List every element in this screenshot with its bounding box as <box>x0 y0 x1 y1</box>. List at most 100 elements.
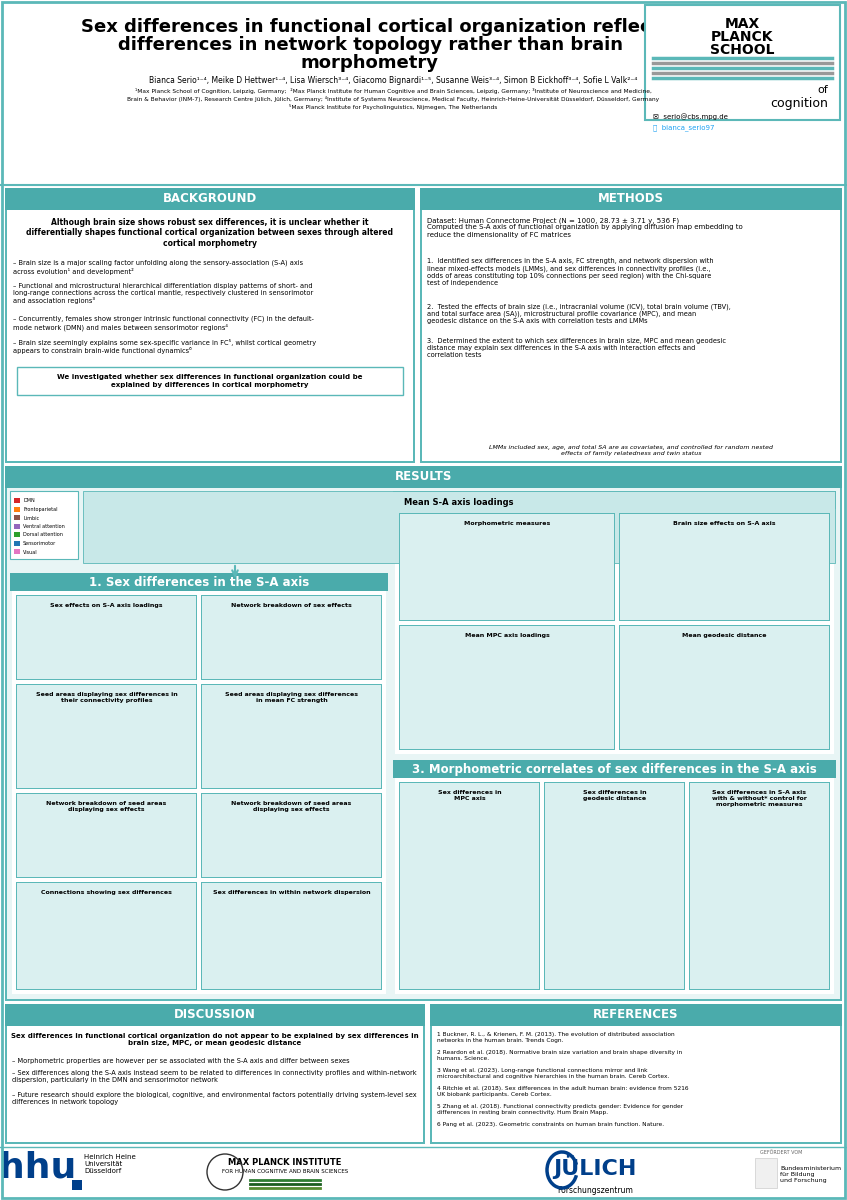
Bar <box>395 778 834 994</box>
Text: Bundesministerium
für Bildung
und Forschung: Bundesministerium für Bildung und Forsch… <box>780 1166 841 1183</box>
Bar <box>16 595 197 680</box>
Text: Mean S-A axis loadings: Mean S-A axis loadings <box>404 498 514 506</box>
Text: ¹Max Planck School of Cognition, Leipzig, Germany;  ²Max Planck Institute for Hu: ¹Max Planck School of Cognition, Leipzig… <box>135 88 652 94</box>
Text: Visual: Visual <box>23 550 37 554</box>
Bar <box>17 883 196 989</box>
Text: Sex differences in S-A axis
with & without* control for
morphometric measures: Sex differences in S-A axis with & witho… <box>712 790 807 806</box>
Text: ✉  serio@cbs.mpg.de: ✉ serio@cbs.mpg.de <box>653 113 728 120</box>
Text: Sex effects on S-A axis loadings: Sex effects on S-A axis loadings <box>50 602 163 608</box>
Bar <box>619 625 830 750</box>
Bar <box>10 491 78 559</box>
Bar <box>393 491 836 509</box>
Bar <box>430 1004 842 1144</box>
Bar <box>17 596 196 679</box>
Bar <box>202 596 381 679</box>
Bar <box>16 684 197 790</box>
Text: MAX PLANCK INSTITUTE: MAX PLANCK INSTITUTE <box>229 1158 341 1166</box>
Text: GEFÖRDERT VOM: GEFÖRDERT VOM <box>760 1150 802 1154</box>
Bar <box>755 1158 777 1188</box>
Text: Sex differences in
MPC axis: Sex differences in MPC axis <box>438 790 501 800</box>
Bar <box>201 595 382 680</box>
Text: JÜLICH: JÜLICH <box>553 1154 637 1178</box>
Bar <box>202 685 381 788</box>
Text: METHODS: METHODS <box>598 192 664 205</box>
Text: PLANCK: PLANCK <box>711 30 774 44</box>
Bar <box>619 514 830 622</box>
Bar <box>395 509 834 754</box>
Text: Mean geodesic distance: Mean geodesic distance <box>682 634 767 638</box>
Bar <box>14 523 20 528</box>
Bar <box>399 782 540 990</box>
Text: Network breakdown of seed areas
displaying sex effects: Network breakdown of seed areas displayi… <box>47 802 167 811</box>
Text: 6 Pang et al. (2023). Geometric constraints on human brain function. Nature.: 6 Pang et al. (2023). Geometric constrai… <box>437 1122 664 1127</box>
Bar <box>7 488 840 998</box>
Text: Heinrich Heine
Universität
Düsseldorf: Heinrich Heine Universität Düsseldorf <box>84 1154 136 1174</box>
Bar <box>202 883 381 989</box>
Bar <box>83 491 835 563</box>
Text: ⁵Max Planck Institute for Psycholinguistics, Nijmegen, The Netherlands: ⁵Max Planck Institute for Psycholinguist… <box>290 104 498 110</box>
Bar <box>17 367 403 395</box>
Bar <box>690 782 829 989</box>
Bar <box>420 188 842 463</box>
Bar <box>545 782 684 989</box>
Text: – Sex differences along the S-A axis instead seem to be related to differences i: – Sex differences along the S-A axis ins… <box>12 1070 417 1082</box>
Text: Brain & Behavior (INM-7), Research Centre Jülich, Jülich, Germany; ⁴Institute of: Brain & Behavior (INM-7), Research Centr… <box>127 96 660 102</box>
Bar <box>645 5 840 120</box>
Text: Dorsal attention: Dorsal attention <box>23 533 63 538</box>
Text: – Future research should explore the biological, cognitive, and environmental fa: – Future research should explore the bio… <box>12 1092 417 1105</box>
Text: Seed areas displaying sex differences
in mean FC strength: Seed areas displaying sex differences in… <box>225 692 358 703</box>
Text: Sex differences in functional cortical organization do not appear to be explaine: Sex differences in functional cortical o… <box>11 1033 418 1046</box>
Text: Network breakdown of sex effects: Network breakdown of sex effects <box>231 602 352 608</box>
Bar <box>399 625 615 750</box>
Text: differences in network topology rather than brain: differences in network topology rather t… <box>118 36 623 54</box>
Text: Frontoparietal: Frontoparietal <box>23 506 58 512</box>
Bar <box>16 882 197 990</box>
Text: LMMs included sex, age, and total SA are as covariates, and controlled for rando: LMMs included sex, age, and total SA are… <box>489 445 773 456</box>
Text: 5 Zhang et al. (2018). Functional connectivity predicts gender: Evidence for gen: 5 Zhang et al. (2018). Functional connec… <box>437 1104 684 1115</box>
Bar <box>5 188 415 210</box>
Bar <box>10 572 388 590</box>
Text: hhu: hhu <box>0 1150 76 1184</box>
Text: Although brain size shows robust sex differences, it is unclear whether it
diffe: Although brain size shows robust sex dif… <box>26 218 394 247</box>
Bar <box>620 626 829 749</box>
Bar <box>393 760 836 996</box>
Bar <box>14 540 20 546</box>
Bar <box>5 1004 425 1144</box>
Bar <box>399 514 615 622</box>
Bar <box>14 550 20 554</box>
Text: We investigated whether sex differences in functional organization could be
expl: We investigated whether sex differences … <box>58 374 363 388</box>
Text: 3.  Determined the extent to which sex differences in brain size, MPC and mean g: 3. Determined the extent to which sex di… <box>427 338 726 358</box>
Text: 2 Reardon et al. (2018). Normative brain size variation and brain shape diversit: 2 Reardon et al. (2018). Normative brain… <box>437 1050 682 1061</box>
Text: RESULTS: RESULTS <box>395 470 452 484</box>
Text: REFERENCES: REFERENCES <box>593 1008 678 1021</box>
Bar <box>400 626 614 749</box>
Text: Sex differences in within network dispersion: Sex differences in within network disper… <box>213 890 370 895</box>
Bar <box>5 466 842 1001</box>
Bar <box>14 515 20 520</box>
Bar <box>201 793 382 878</box>
Text: of: of <box>817 85 828 95</box>
Bar <box>422 210 840 461</box>
Bar <box>14 532 20 538</box>
Bar <box>0 1147 847 1198</box>
Bar <box>432 1026 840 1142</box>
Text: cognition: cognition <box>770 97 828 110</box>
Bar <box>689 782 830 990</box>
Text: Seed areas displaying sex differences in
their connectivity profiles: Seed areas displaying sex differences in… <box>36 692 177 703</box>
Text: 🐦  bianca_serio97: 🐦 bianca_serio97 <box>653 124 715 131</box>
Text: – Morphometric properties are however per se associated with the S-A axis and di: – Morphometric properties are however pe… <box>12 1058 350 1064</box>
Bar <box>7 210 413 461</box>
Bar <box>544 782 685 990</box>
Bar <box>7 1026 423 1142</box>
Bar <box>10 572 388 996</box>
Text: 1 Buckner, R. L., & Krienen, F. M. (2013). The evolution of distributed associat: 1 Buckner, R. L., & Krienen, F. M. (2013… <box>437 1032 674 1043</box>
Text: 3 Wang et al. (2023). Long-range functional connections mirror and link
microarc: 3 Wang et al. (2023). Long-range functio… <box>437 1068 669 1079</box>
Text: DMN: DMN <box>23 498 35 504</box>
Text: – Brain size seemingly explains some sex-specific variance in FC⁵, whilst cortic: – Brain size seemingly explains some sex… <box>13 338 316 354</box>
Bar <box>17 794 196 877</box>
Bar <box>201 684 382 790</box>
Text: Sex differences in functional cortical organization reflect: Sex differences in functional cortical o… <box>80 18 659 36</box>
Text: SCHOOL: SCHOOL <box>711 43 775 56</box>
Text: morphometry: morphometry <box>301 54 439 72</box>
Text: Sensorimotor: Sensorimotor <box>23 541 56 546</box>
